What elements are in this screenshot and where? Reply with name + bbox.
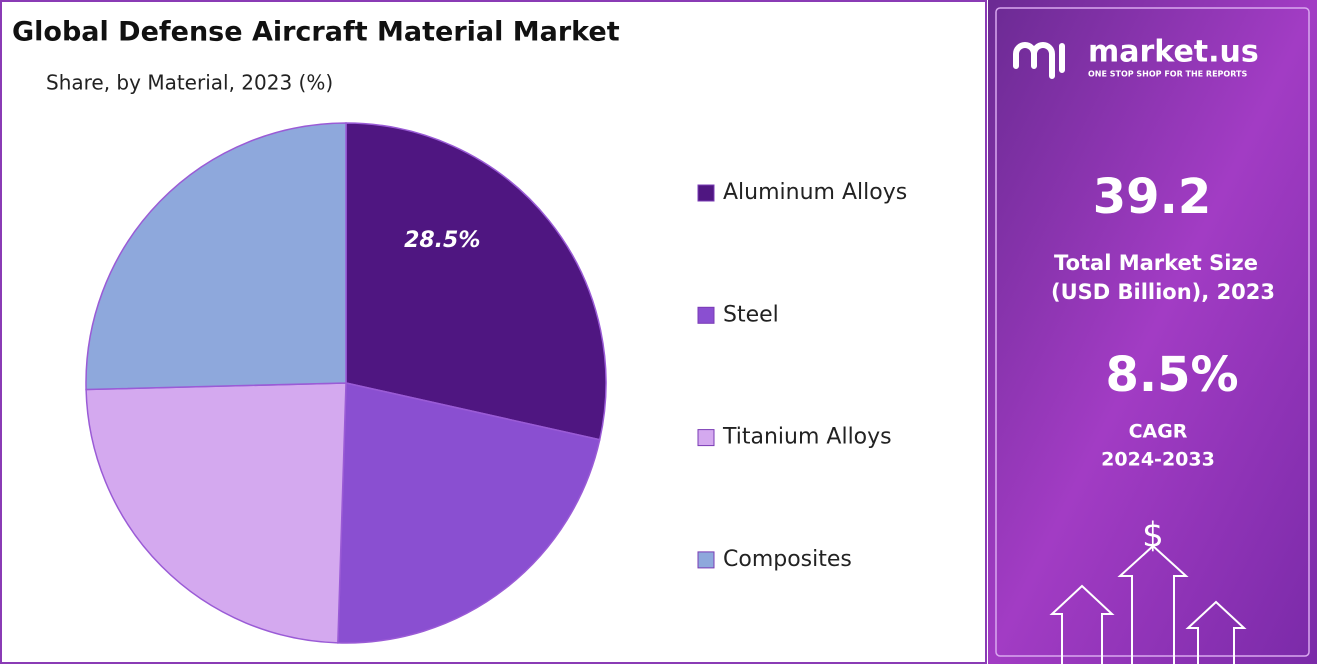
pie-slice	[85, 382, 347, 644]
legend-swatch	[697, 551, 715, 569]
pie-slice	[345, 122, 607, 441]
side-panel	[988, 0, 1317, 664]
legend-label: Composites	[723, 547, 852, 572]
market-size: 39.2	[1093, 169, 1211, 225]
tagline: ONE STOP SHOP FOR THE REPORTS	[1088, 70, 1247, 79]
chart-title: Global Defense Aircraft Material Market	[12, 17, 620, 48]
data-label: 28.5%	[404, 228, 480, 253]
panel-frame	[995, 7, 1310, 657]
chart-subtitle: Share, by Material, 2023 (%)	[46, 71, 333, 95]
legend-label: Titanium Alloys	[722, 425, 892, 450]
cagr: 8.5%	[1105, 347, 1238, 403]
pie-slice	[337, 382, 601, 644]
market-size-label: (USD Billion), 2023	[1051, 280, 1275, 304]
growth-arrows	[1049, 544, 1247, 664]
market-size-label: Total Market Size	[1054, 251, 1258, 275]
dollar-icon: $	[1142, 516, 1164, 556]
legend-swatch	[697, 429, 715, 447]
legend-swatch	[697, 306, 715, 324]
legend-swatch	[697, 184, 715, 202]
pie-slice	[85, 122, 347, 391]
logo-icon	[1013, 42, 1065, 79]
cagr-label: 2024-2033	[1101, 449, 1215, 471]
cagr-label: CAGR	[1129, 421, 1188, 443]
legend-label: Aluminum Alloys	[723, 180, 907, 205]
legend-label: Steel	[723, 302, 779, 327]
brand: market.us	[1088, 35, 1259, 70]
